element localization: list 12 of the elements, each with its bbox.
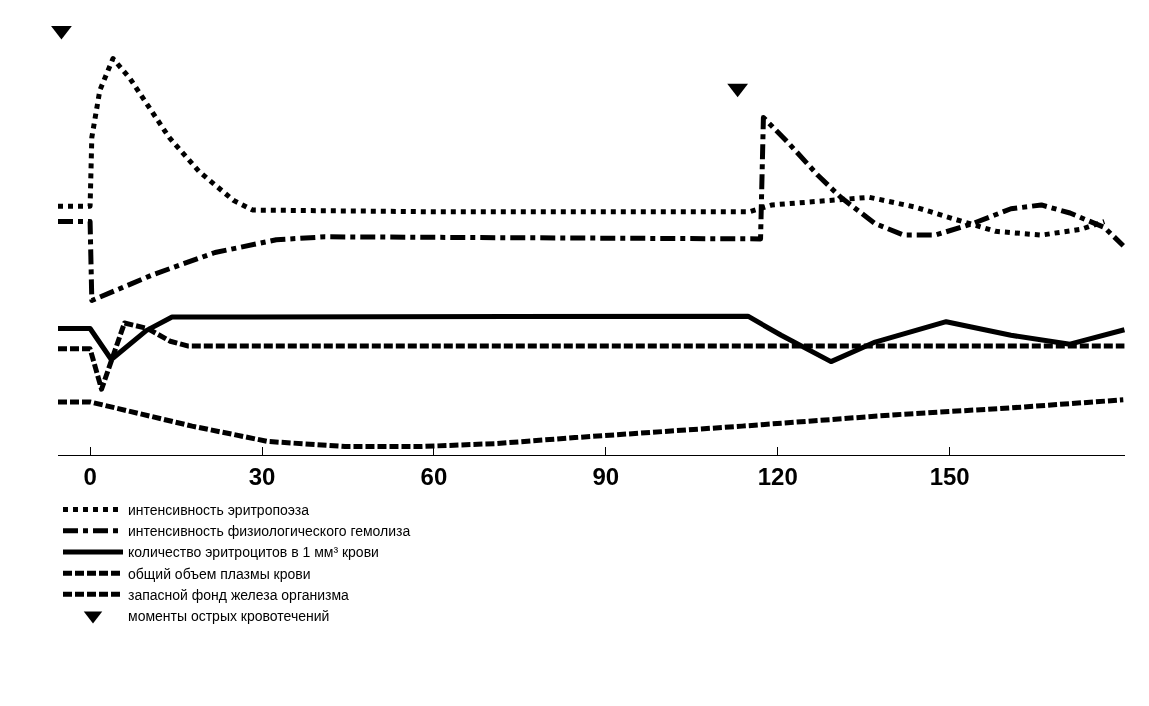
x-tick-label: 120 (757, 462, 798, 490)
legend-label: общий объем плазмы крови (128, 565, 311, 582)
x-tick-label: 60 (420, 462, 448, 490)
legend-label: количество эритроцитов в 1 мм³ крови (128, 544, 379, 561)
legend-label: запасной фонд железа организма (128, 586, 350, 603)
legend-label: интенсивность эритропоэза (128, 502, 310, 519)
legend-label: моменты острых кровотечений (128, 608, 330, 625)
x-tick-label: 30 (248, 462, 276, 490)
x-tick-label: 150 (929, 462, 970, 490)
x-tick-label: 0 (83, 462, 97, 490)
x-tick-label: 90 (592, 462, 620, 490)
legend-label: интенсивность физиологического гемолиза (128, 523, 411, 540)
